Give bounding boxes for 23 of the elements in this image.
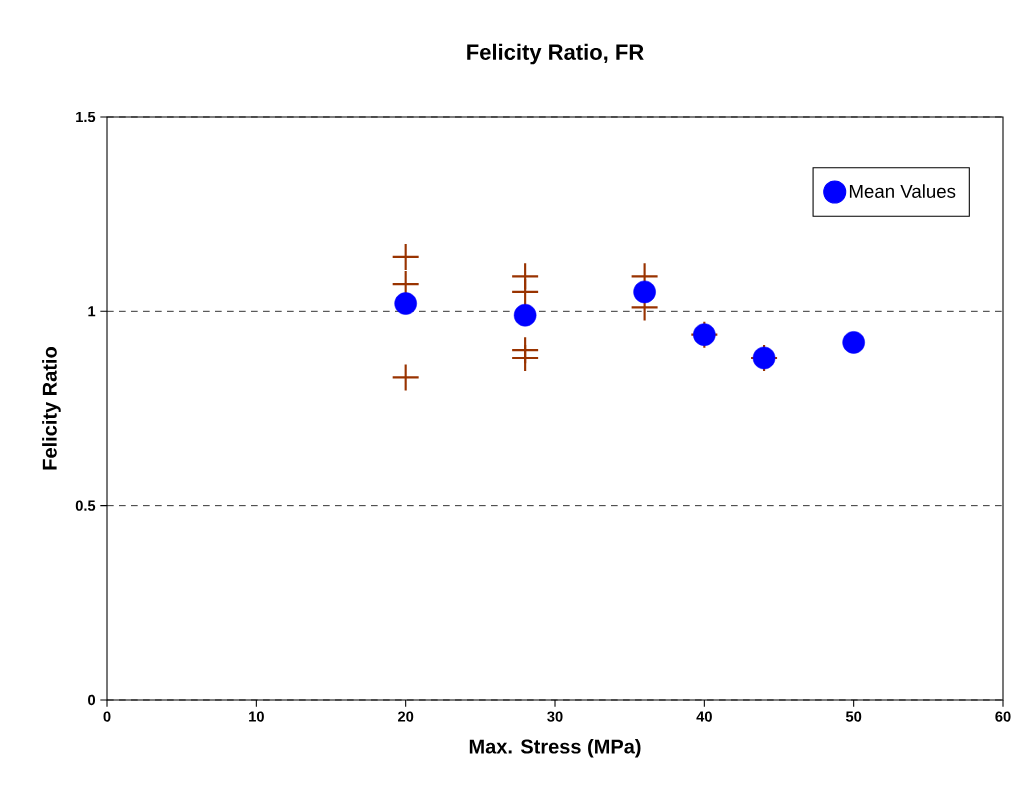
x-tick-label: 20	[398, 711, 414, 722]
point	[392, 364, 419, 391]
x-axis-title: Max. Stress (MPa)	[469, 738, 641, 758]
point	[392, 243, 419, 270]
x-tick-label: 60	[995, 711, 1011, 722]
y-tick-label: 0.5	[75, 500, 96, 511]
y-tick-label: 1.5	[76, 111, 96, 123]
x-tick-label: 30	[547, 711, 563, 722]
point	[512, 278, 539, 305]
point	[394, 292, 417, 315]
point	[512, 344, 539, 371]
y-tick-label: 0	[88, 694, 96, 706]
y-axis-title: Felicity Ratio	[42, 347, 61, 470]
point	[633, 280, 656, 304]
point	[513, 303, 537, 327]
x-tick-label: 10	[249, 711, 264, 722]
y-tick-label: 1	[88, 306, 96, 317]
chart-title: Felicity Ratio, FR	[467, 43, 644, 65]
legend-label: Mean Values	[849, 184, 956, 198]
x-tick-label: 0	[103, 711, 111, 722]
x-tick-label: 50	[845, 711, 862, 722]
point	[842, 331, 865, 354]
x-tick-label: 40	[696, 711, 712, 722]
